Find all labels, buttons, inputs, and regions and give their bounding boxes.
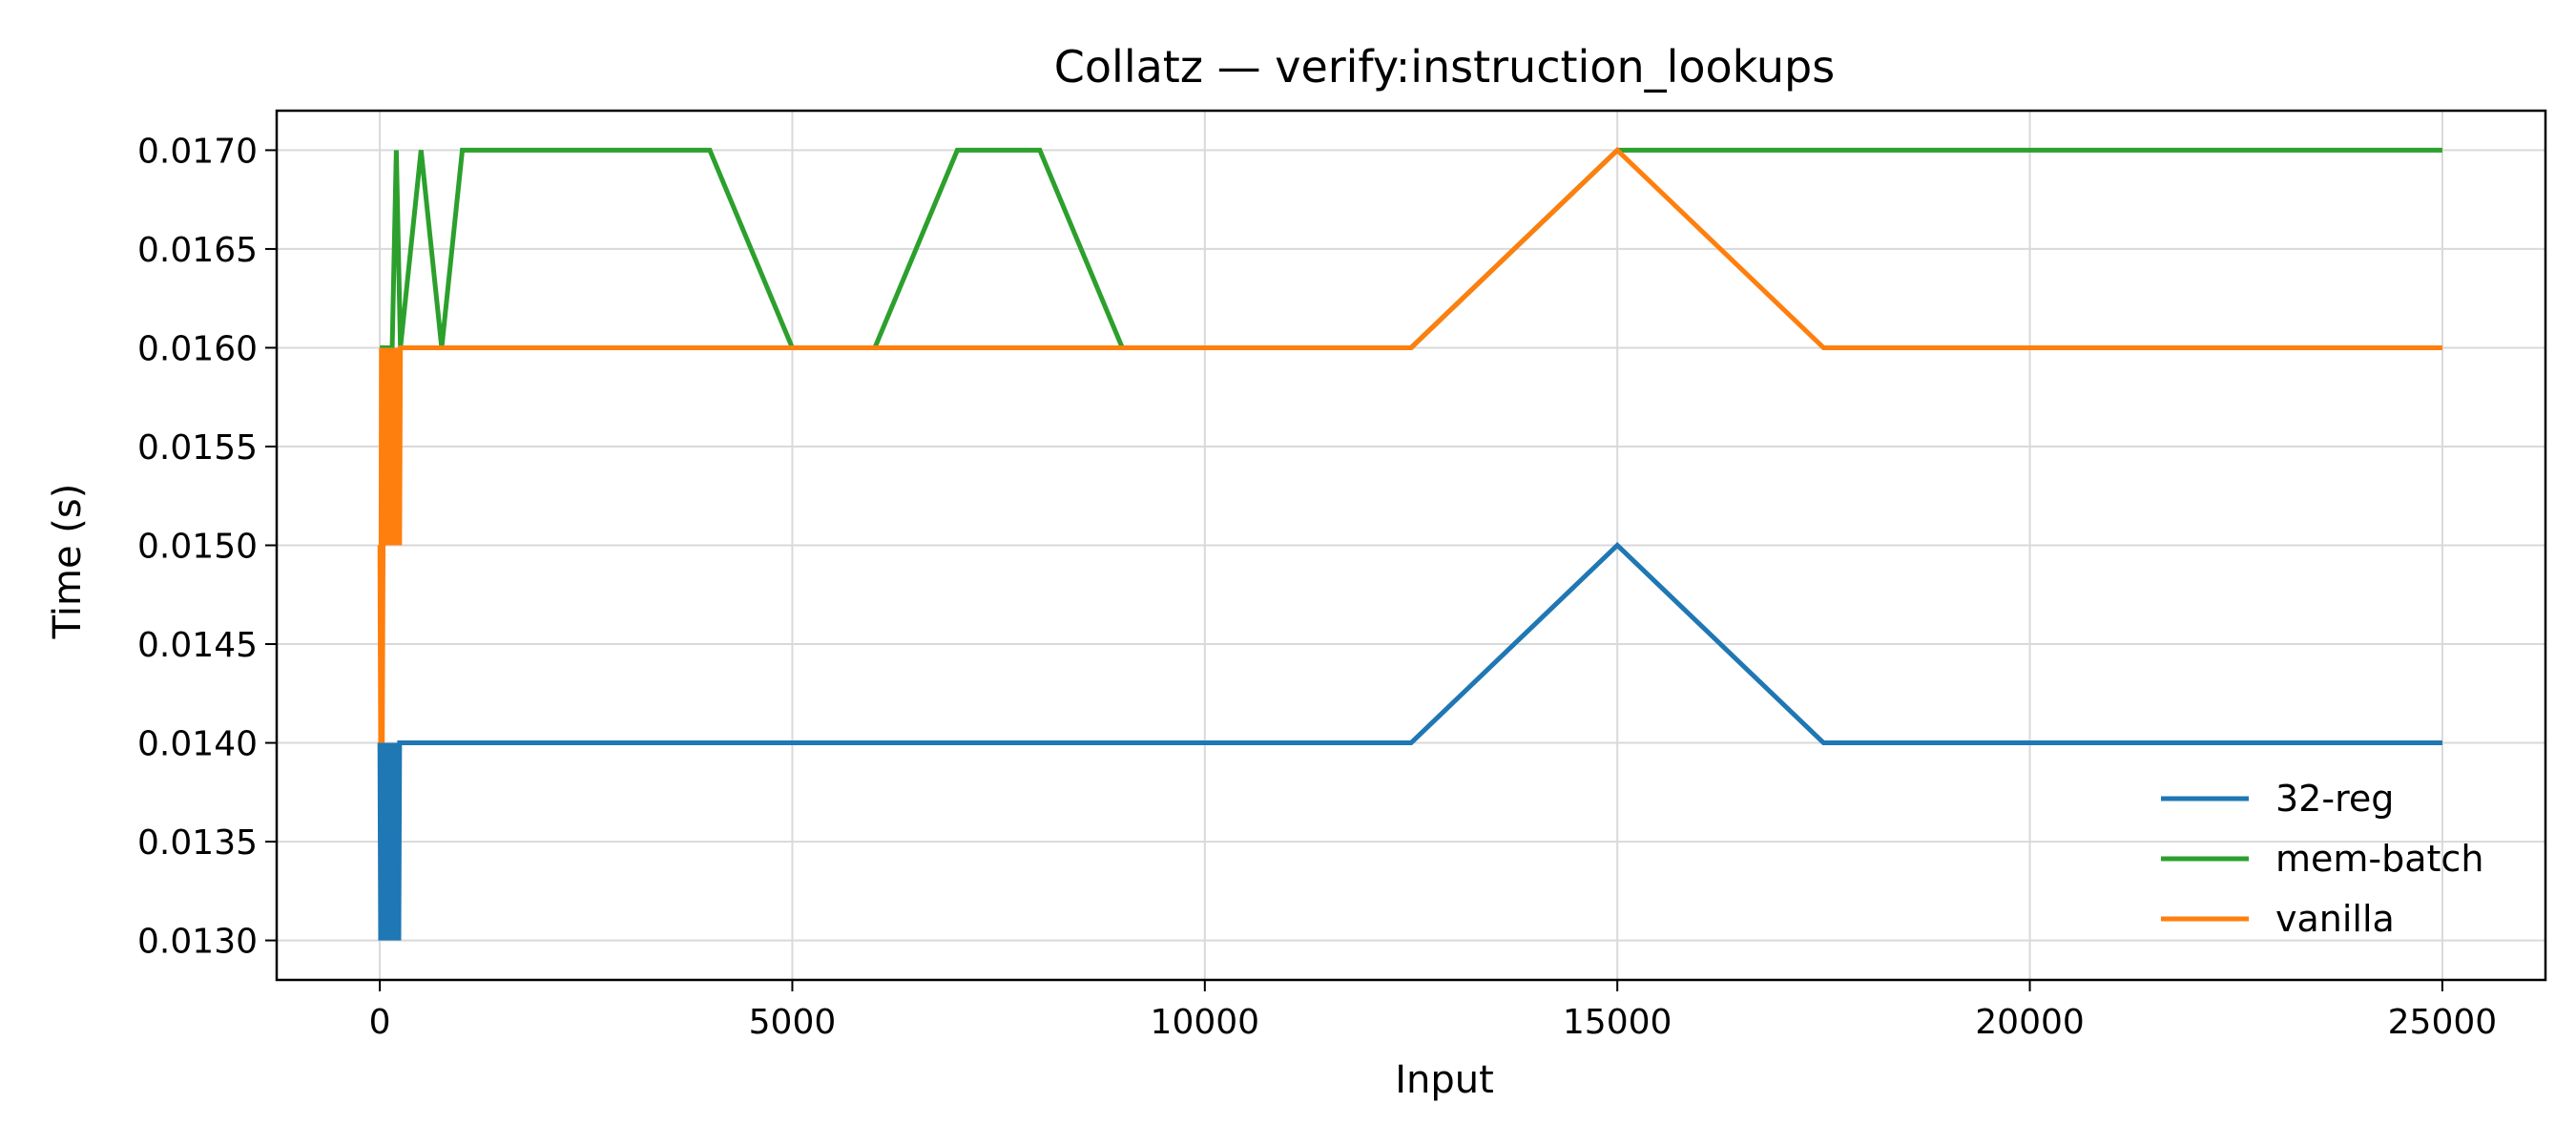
x-tick-label: 20000	[1975, 1003, 2085, 1042]
legend-label: 32-reg	[2275, 778, 2394, 820]
series-line-vanilla	[377, 146, 2442, 743]
series-line-32-reg	[377, 542, 2442, 941]
y-tick-label: 0.0165	[137, 231, 258, 270]
x-tick-label: 10000	[1151, 1003, 1260, 1042]
x-tick-label: 25000	[2388, 1003, 2498, 1042]
y-tick-label: 0.0170	[137, 132, 258, 171]
legend-label: vanilla	[2275, 898, 2395, 940]
x-axis: 0 5000 10000 15000 20000 25000	[369, 980, 2498, 1042]
y-tick-label: 0.0140	[137, 725, 258, 764]
y-tick-label: 0.0145	[137, 626, 258, 665]
y-tick-label: 0.0150	[137, 528, 258, 567]
y-tick-label: 0.0130	[137, 923, 258, 962]
series-layer	[377, 146, 2442, 941]
x-axis-label: Input	[1395, 1058, 1494, 1102]
y-tick-label: 0.0155	[137, 428, 258, 468]
y-axis: 0.0130 0.0135 0.0140 0.0145 0.0150 0.0155 0.01…	[137, 132, 277, 962]
x-tick-label: 0	[369, 1003, 391, 1042]
x-tick-label: 5000	[749, 1003, 837, 1042]
legend: 32-reg mem-batch vanilla	[2161, 778, 2483, 940]
legend-label: mem-batch	[2275, 838, 2483, 880]
y-tick-label: 0.0160	[137, 329, 258, 368]
chart-title: Collatz — verify:instruction_lookups	[1054, 41, 1835, 93]
x-tick-label: 15000	[1563, 1003, 1672, 1042]
y-axis-label: Time (s)	[46, 484, 90, 640]
y-tick-label: 0.0135	[137, 823, 258, 863]
